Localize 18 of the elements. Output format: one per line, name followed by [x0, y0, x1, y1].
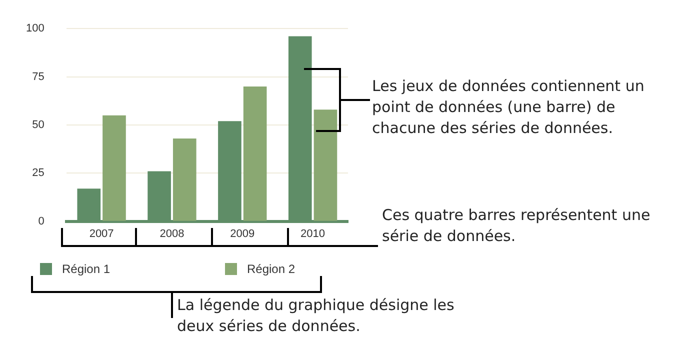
bar — [102, 115, 126, 221]
x-tick-label: 2009 — [230, 228, 255, 240]
legend-label: Région 1 — [62, 262, 110, 276]
y-tick-label: 25 — [32, 167, 44, 180]
bar — [172, 138, 196, 221]
legend-label: Région 2 — [247, 262, 296, 276]
text: Les jeux de données contiennent un point de données (une barre) de chacune des séries de données. — [372, 76, 646, 139]
y-tick-label: 0 — [38, 215, 44, 228]
y-tick-label: 100 — [26, 22, 44, 35]
y-tick-label: 75 — [32, 70, 44, 83]
x-tick-label: 2007 — [89, 228, 114, 240]
bar — [314, 110, 338, 221]
text: La légende du graphique désigne les deux séries de données. — [177, 295, 456, 337]
text: Ces quatre barres représentent une série de données. — [382, 205, 652, 247]
bar — [243, 86, 267, 221]
x-tick-label: 2010 — [300, 228, 326, 240]
x-tick-label: 2008 — [160, 228, 184, 240]
y-tick-label: 50 — [32, 119, 44, 132]
